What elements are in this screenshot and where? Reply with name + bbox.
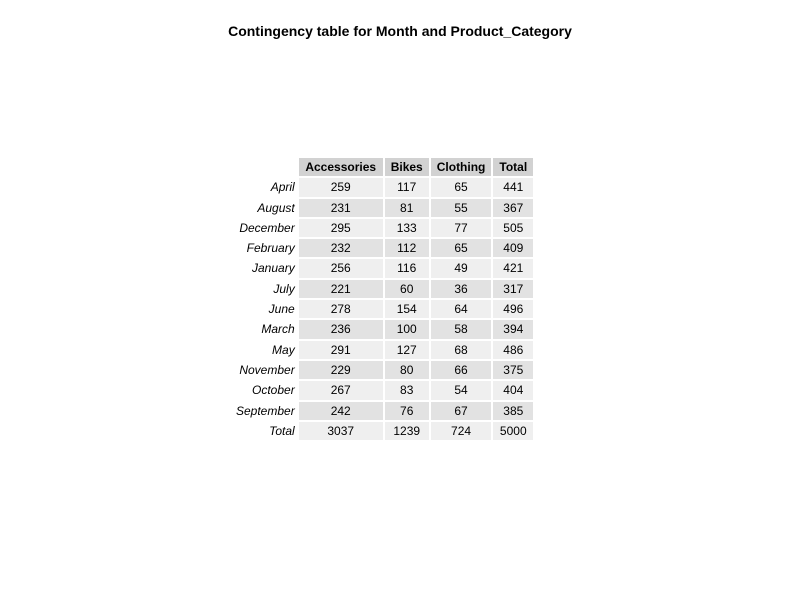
table-cell: 259 <box>298 178 383 197</box>
table-cell: 100 <box>384 320 429 339</box>
row-label: August <box>257 200 295 215</box>
table-cell: 232 <box>298 239 383 258</box>
column-header-total: Total <box>493 158 534 177</box>
table-cell: 112 <box>384 239 429 258</box>
table-cell: 67 <box>430 401 492 420</box>
table-cell: 486 <box>493 340 534 359</box>
table-cell: 242 <box>298 401 383 420</box>
row-label: Total <box>269 423 295 438</box>
table-cell: 375 <box>493 360 534 380</box>
table-cell: 1239 <box>384 421 429 441</box>
table-cell: 154 <box>384 300 429 319</box>
table-cell: 80 <box>384 360 429 380</box>
row-label: October <box>252 383 295 398</box>
row-label: April <box>270 180 295 195</box>
table-cell: 505 <box>493 218 534 238</box>
table-corner-cell <box>230 158 297 176</box>
table-cell: 231 <box>298 198 383 217</box>
table-cell: 76 <box>384 401 429 420</box>
table-cell: 409 <box>493 239 534 258</box>
table-row: May 291 127 68 486 <box>230 340 534 359</box>
table-cell: 55 <box>430 198 492 217</box>
table-row: September 242 76 67 385 <box>230 401 534 420</box>
table-cell: 77 <box>430 218 492 238</box>
column-header-accessories: Accessories <box>298 158 383 177</box>
table-cell: 221 <box>298 279 383 299</box>
table-cell: 81 <box>384 198 429 217</box>
table-cell: 317 <box>493 279 534 299</box>
table-cell: 236 <box>298 320 383 339</box>
table-cell: 133 <box>384 218 429 238</box>
table-cell: 54 <box>430 381 492 400</box>
table-cell: 404 <box>493 381 534 400</box>
table-row: February 232 112 65 409 <box>230 239 534 258</box>
table-cell: 116 <box>384 259 429 278</box>
table-cell: 66 <box>430 360 492 380</box>
table-row: June 278 154 64 496 <box>230 300 534 319</box>
table-cell: 291 <box>298 340 383 359</box>
table-cell: 65 <box>430 178 492 197</box>
table-cell: 229 <box>298 360 383 380</box>
table-cell: 496 <box>493 300 534 319</box>
table-cell: 65 <box>430 239 492 258</box>
table-cell: 3037 <box>298 421 383 441</box>
row-label: February <box>246 241 295 256</box>
table-row: April 259 117 65 441 <box>230 178 534 197</box>
table-cell: 58 <box>430 320 492 339</box>
row-label: September <box>236 403 295 418</box>
row-label: July <box>273 281 295 296</box>
table-row: November 229 80 66 375 <box>230 360 534 380</box>
table-body: April 259 117 65 441 August 231 81 55 367 December… <box>230 178 534 441</box>
table-cell: 64 <box>430 300 492 319</box>
table-cell: 83 <box>384 381 429 400</box>
table-cell: 295 <box>298 218 383 238</box>
table-cell: 36 <box>430 279 492 299</box>
table-row: Total 3037 1239 724 5000 <box>230 421 534 441</box>
row-label: June <box>268 302 295 317</box>
table-cell: 49 <box>430 259 492 278</box>
table-row: March 236 100 58 394 <box>230 320 534 339</box>
table-cell: 267 <box>298 381 383 400</box>
table-cell: 724 <box>430 421 492 441</box>
chart-title: Contingency table for Month and Product_… <box>228 23 572 39</box>
column-header-clothing: Clothing <box>430 158 492 177</box>
table-row: January 256 116 49 421 <box>230 259 534 278</box>
row-label: January <box>252 261 295 276</box>
contingency-table: Accessories Bikes Clothing Total April 25… <box>228 156 535 442</box>
row-label: March <box>261 322 295 337</box>
table-row: October 267 83 54 404 <box>230 381 534 400</box>
table-cell: 127 <box>384 340 429 359</box>
table-cell: 68 <box>430 340 492 359</box>
table-cell: 117 <box>384 178 429 197</box>
table-row: August 231 81 55 367 <box>230 198 534 217</box>
table-header-row: Accessories Bikes Clothing Total <box>230 158 534 177</box>
table-cell: 5000 <box>493 421 534 441</box>
table-cell: 367 <box>493 198 534 217</box>
column-header-bikes: Bikes <box>384 158 429 177</box>
table-cell: 441 <box>493 178 534 197</box>
table-cell: 421 <box>493 259 534 278</box>
table-cell: 394 <box>493 320 534 339</box>
row-label: May <box>272 342 295 357</box>
row-label: December <box>239 220 295 235</box>
table-cell: 60 <box>384 279 429 299</box>
table-cell: 385 <box>493 401 534 420</box>
table-cell: 256 <box>298 259 383 278</box>
table-cell: 278 <box>298 300 383 319</box>
row-label: November <box>239 362 295 377</box>
table-row: December 295 133 77 505 <box>230 218 534 238</box>
table-row: July 221 60 36 317 <box>230 279 534 299</box>
